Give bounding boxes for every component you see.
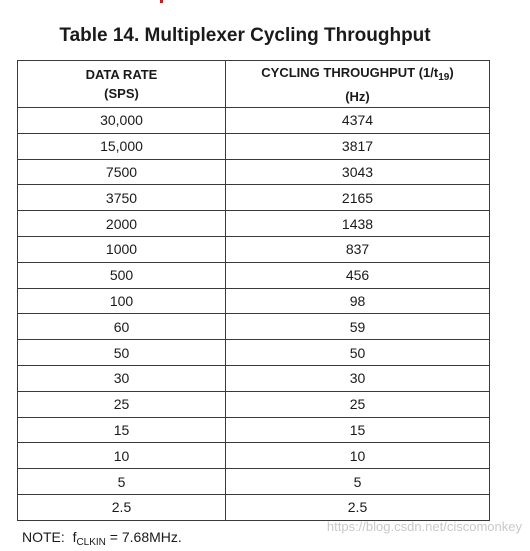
cell-throughput: 2165 — [225, 184, 490, 212]
table-row: 60 59 — [17, 313, 490, 341]
cell-throughput: 15 — [225, 416, 490, 444]
header-throughput-end: ) — [449, 64, 454, 80]
cell-data-rate: 50 — [17, 339, 226, 366]
header-throughput-sub: 19 — [438, 71, 450, 83]
cell-data-rate: 10 — [17, 442, 226, 470]
cell-data-rate: 5 — [17, 468, 226, 495]
cell-data-rate: 100 — [17, 287, 226, 315]
cell-data-rate: 15 — [17, 416, 226, 444]
table-row: 30,000 4374 — [17, 107, 490, 134]
table-row: 10 10 — [17, 442, 490, 470]
table-row: 500 456 — [17, 261, 490, 289]
table-row: 3750 2165 — [17, 184, 490, 212]
cell-throughput: 5 — [225, 468, 490, 495]
note-label: NOTE: — [22, 529, 65, 545]
note-value: = 7.68MHz. — [105, 529, 182, 545]
cell-throughput: 59 — [225, 313, 490, 341]
table-row: 100 98 — [17, 287, 490, 315]
table-row: 15,000 3817 — [17, 132, 490, 160]
cell-throughput: 50 — [225, 339, 490, 366]
cell-throughput: 30 — [225, 364, 490, 392]
red-mark — [160, 0, 163, 3]
table-row: 7500 3043 — [17, 158, 490, 186]
header-data-rate: DATA RATE (SPS) — [17, 60, 226, 108]
table-row: 50 50 — [17, 339, 490, 366]
cell-throughput: 4374 — [225, 107, 490, 134]
cell-throughput: 1438 — [225, 210, 490, 237]
footnote: NOTE: fCLKIN = 7.68MHz. — [22, 529, 182, 551]
cell-data-rate: 30 — [17, 364, 226, 392]
table-row: 25 25 — [17, 390, 490, 418]
cell-data-rate: 15,000 — [17, 132, 226, 160]
cell-data-rate: 60 — [17, 313, 226, 341]
note-sub: CLKIN — [76, 537, 106, 548]
table-row: 15 15 — [17, 416, 490, 444]
cell-throughput: 10 — [225, 442, 490, 470]
cell-data-rate: 1000 — [17, 235, 226, 263]
cell-throughput: 837 — [225, 235, 490, 263]
cell-throughput: 98 — [225, 287, 490, 315]
header-throughput-line2: (Hz) — [345, 88, 370, 104]
cell-data-rate: 2.5 — [17, 493, 226, 521]
throughput-table: DATA RATE (SPS) CYCLING THROUGHPUT (1/t1… — [17, 60, 490, 521]
table-row: 2.5 2.5 — [17, 493, 490, 521]
cell-data-rate: 500 — [17, 261, 226, 289]
cell-data-rate: 25 — [17, 390, 226, 418]
cell-data-rate: 30,000 — [17, 107, 226, 134]
cell-data-rate: 2000 — [17, 210, 226, 237]
cell-data-rate: 3750 — [17, 184, 226, 212]
header-throughput-main: CYCLING THROUGHPUT (1/t — [261, 64, 439, 80]
cell-throughput: 25 — [225, 390, 490, 418]
cell-data-rate: 7500 — [17, 158, 226, 186]
note-f: f — [72, 529, 77, 545]
table-row: 2000 1438 — [17, 210, 490, 237]
table-row: 30 30 — [17, 364, 490, 392]
cell-throughput: 3817 — [225, 132, 490, 160]
cell-throughput: 456 — [225, 261, 490, 289]
header-data-rate-line2: (SPS) — [104, 86, 139, 101]
header-data-rate-line1: DATA RATE — [85, 67, 158, 82]
table-body: 30,000 4374 15,000 3817 7500 3043 3750 2165 2000… — [17, 107, 490, 521]
cell-throughput: 2.5 — [225, 493, 490, 521]
watermark: https://blog.csdn.net/ciscomonkey — [326, 519, 522, 534]
table-title: Table 14. Multiplexer Cycling Throughput — [59, 25, 431, 46]
table-header-row: DATA RATE (SPS) CYCLING THROUGHPUT (1/t1… — [17, 60, 490, 108]
table-row: 1000 837 — [17, 235, 490, 263]
header-cycling-throughput: CYCLING THROUGHPUT (1/t19) (Hz) — [225, 60, 490, 108]
cell-throughput: 3043 — [225, 158, 490, 186]
